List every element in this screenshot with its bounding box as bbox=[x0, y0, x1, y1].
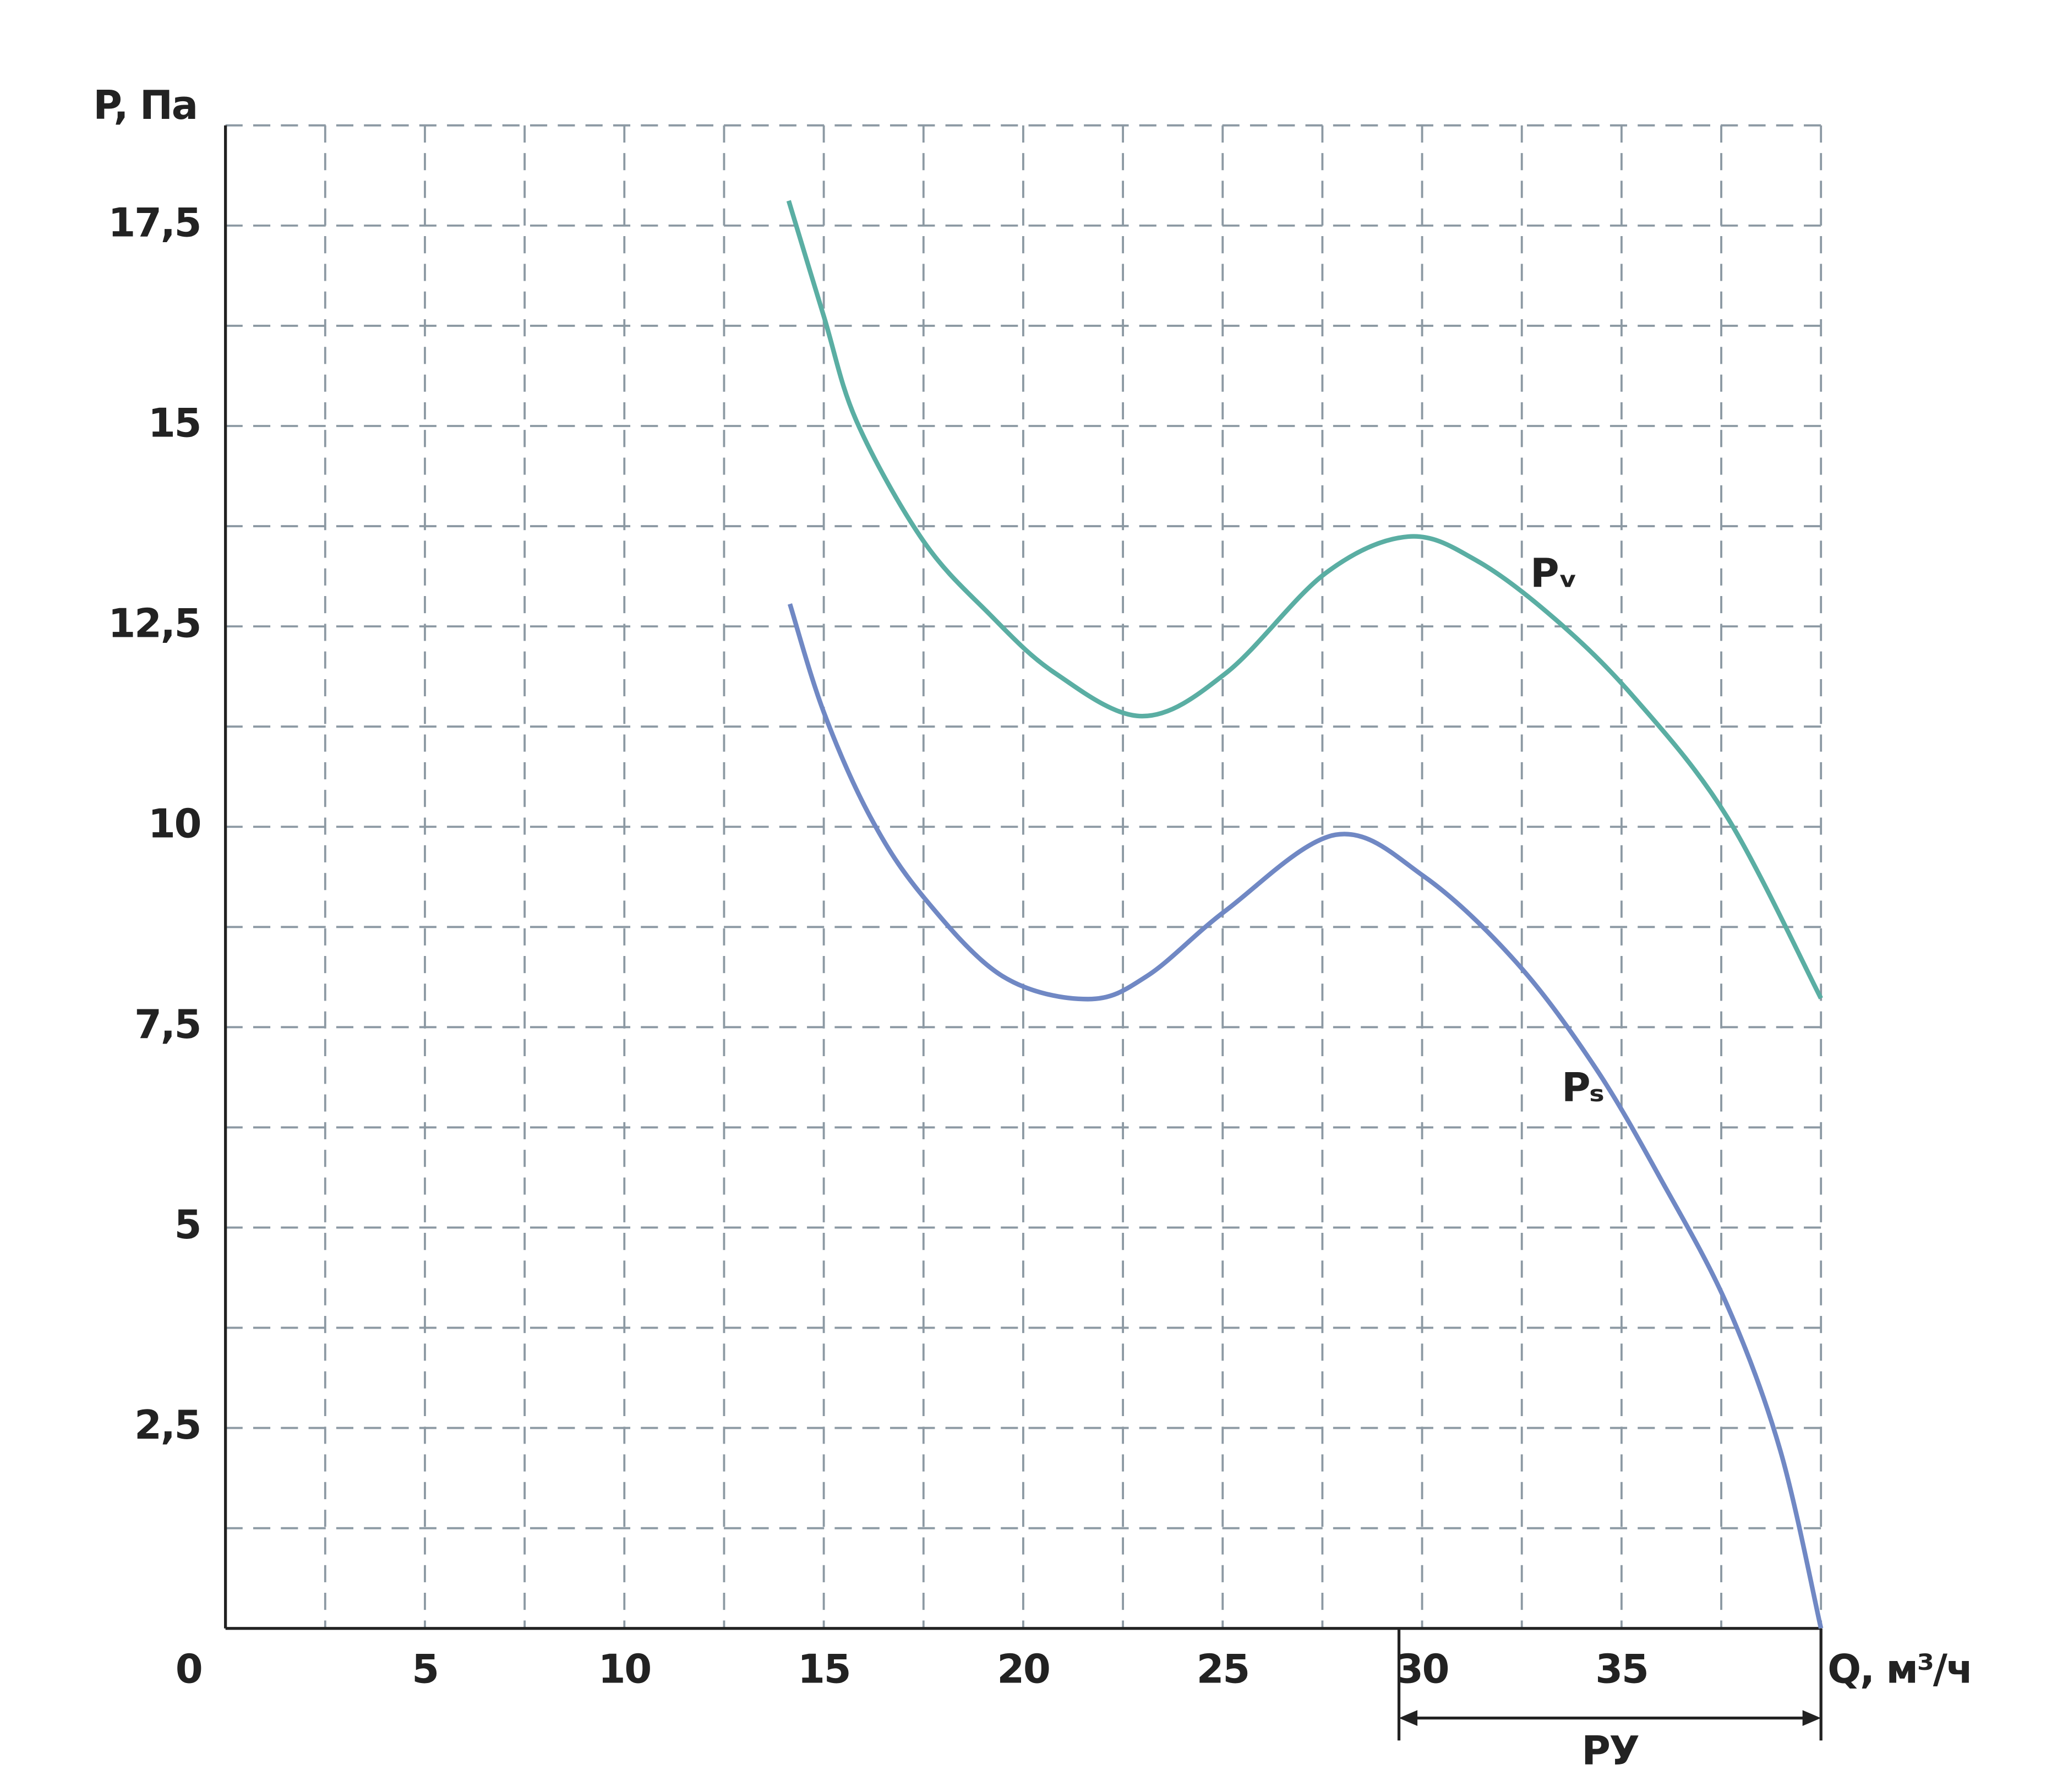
x-tick-label: 20 bbox=[997, 1646, 1049, 1692]
line bbox=[786, 200, 1823, 999]
y-axis-label: P, Па bbox=[93, 82, 197, 128]
x-tick-label: 0 bbox=[176, 1646, 202, 1692]
x-tick-label: 25 bbox=[1197, 1646, 1249, 1692]
y-tick-label: 2,5 bbox=[134, 1402, 200, 1448]
x-tick-label: 10 bbox=[598, 1646, 651, 1692]
annotation-label: РУ bbox=[1581, 1728, 1639, 1774]
x-tick-label: 5 bbox=[412, 1646, 438, 1692]
x-tick-label: 15 bbox=[798, 1646, 850, 1692]
line bbox=[788, 603, 1824, 1629]
y-tick-label: 10 bbox=[148, 801, 200, 847]
x-tick-label: 35 bbox=[1595, 1646, 1647, 1692]
y-tick-label: 17,5 bbox=[108, 199, 200, 245]
y-tick-label: 7,5 bbox=[134, 1001, 200, 1047]
y-tick-label: 12,5 bbox=[108, 600, 200, 647]
legend-label: Pᵥ bbox=[1530, 550, 1576, 597]
y-tick-label: 15 bbox=[148, 400, 200, 446]
y-tick-label: 5 bbox=[174, 1201, 201, 1248]
legend-label: Pₛ bbox=[1562, 1064, 1603, 1111]
x-tick-label: 30 bbox=[1396, 1646, 1448, 1692]
x-axis-label: Q, м³/ч bbox=[1827, 1646, 1972, 1692]
